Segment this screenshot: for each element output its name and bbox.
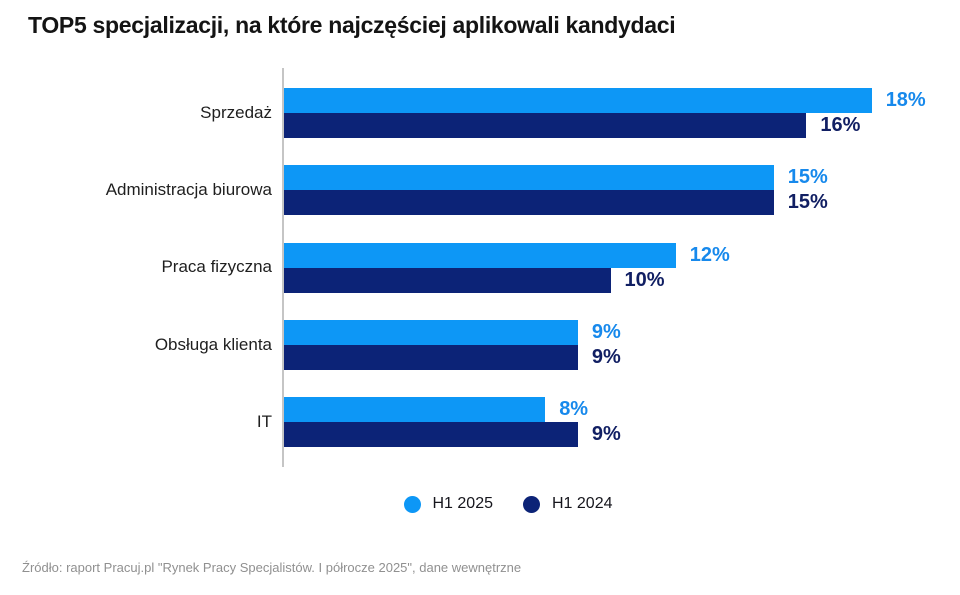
- bar-h1-2024: [284, 344, 578, 370]
- bar-group: 8% 9%: [284, 397, 621, 448]
- chart-row-sprzedaz: Sprzedaż 18% 16%: [0, 88, 926, 138]
- bar-chart: Sprzedaż 18% 16% Administracja biurowa 1…: [0, 88, 926, 448]
- bar-group: 12% 10%: [284, 242, 730, 293]
- bar-h1-2025: [284, 88, 872, 113]
- legend-label-h1-2024: H1 2024: [552, 495, 613, 512]
- bar-h1-2025: [284, 242, 676, 268]
- value-label-h1-2024: 9%: [591, 423, 621, 446]
- bar-h1-2025: [284, 165, 774, 191]
- chart-title: TOP5 specjalizacji, na które najczęściej…: [28, 12, 676, 38]
- value-label-h1-2025: 18%: [885, 89, 926, 111]
- legend-item-h1-2025: H1 2025: [403, 495, 494, 513]
- bar-h1-2025: [284, 319, 578, 345]
- value-label-h1-2025: 15%: [787, 166, 828, 189]
- legend-item-h1-2024: H1 2024: [523, 495, 613, 513]
- value-label-h1-2025: 12%: [689, 243, 730, 266]
- category-label: Praca fizyczna: [161, 257, 272, 277]
- chart-row-administracja-biurowa: Administracja biurowa 15% 15%: [0, 165, 926, 216]
- category-label: Obsługa klienta: [154, 334, 272, 354]
- source-note: Źródło: raport Pracuj.pl "Rynek Pracy Sp…: [22, 560, 522, 575]
- bar-h1-2024: [284, 113, 807, 138]
- bar-group: 15% 15%: [284, 165, 828, 216]
- legend: H1 2025 H1 2024: [28, 495, 960, 513]
- value-label-h1-2024: 10%: [624, 268, 665, 291]
- chart-row-obsluga-klienta: Obsługa klienta 9% 9%: [0, 319, 926, 370]
- chart-row-praca-fizyczna: Praca fizyczna 12% 10%: [0, 242, 926, 293]
- chart-row-it: IT 8% 9%: [0, 397, 926, 448]
- legend-dot-h1-2025-icon: [403, 495, 421, 513]
- value-label-h1-2024: 9%: [591, 345, 621, 368]
- category-label: Administracja biurowa: [105, 179, 272, 199]
- value-label-h1-2024: 16%: [820, 114, 861, 136]
- category-label: Sprzedaż: [200, 102, 272, 122]
- legend-label-h1-2025: H1 2025: [432, 495, 494, 512]
- bar-h1-2024: [284, 190, 774, 216]
- value-label-h1-2025: 9%: [591, 320, 621, 343]
- bar-group: 18% 16%: [284, 88, 926, 138]
- bar-h1-2024: [284, 422, 578, 448]
- category-label: IT: [256, 411, 272, 431]
- bar-h1-2024: [284, 267, 611, 293]
- bar-h1-2025: [284, 397, 546, 423]
- bar-group: 9% 9%: [284, 319, 621, 370]
- value-label-h1-2025: 8%: [559, 398, 589, 421]
- y-axis-line: [282, 68, 284, 467]
- value-label-h1-2024: 15%: [787, 191, 828, 214]
- legend-dot-h1-2024-icon: [523, 495, 540, 513]
